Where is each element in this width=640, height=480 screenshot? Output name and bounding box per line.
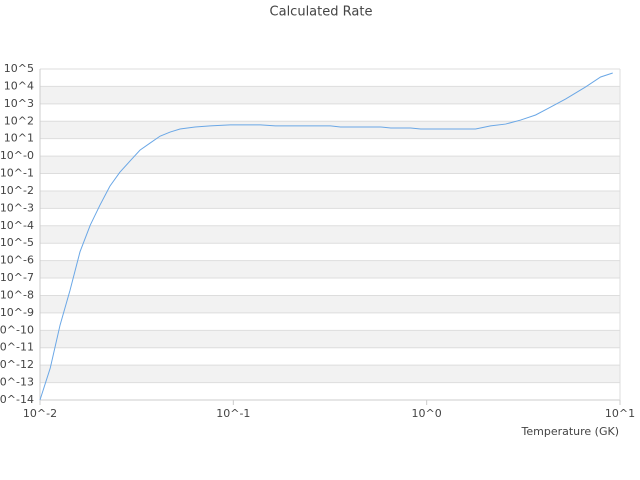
grid-band (40, 330, 620, 348)
x-axis-label: Temperature (GK) (521, 425, 620, 438)
grid-band (40, 295, 620, 313)
grid-band (40, 190, 620, 209)
y-tick-label: 10^-6 (0, 254, 34, 267)
data-line (39, 72, 613, 401)
grid-bands (40, 86, 620, 383)
y-tick-label: 10^-7 (0, 271, 34, 284)
x-tick-label: 10^-1 (216, 407, 250, 420)
y-tick-label: 10^-11 (0, 341, 34, 354)
y-tick-label: 10^2 (4, 114, 34, 127)
y-tick-label: 10^3 (4, 97, 34, 110)
y-tick-label: 10^-0 (0, 149, 34, 162)
grid-band (40, 86, 620, 104)
x-tick-label: 10^1 (605, 407, 635, 420)
y-tick-label: 10^-9 (0, 306, 34, 319)
y-tick-label: 10^-13 (0, 376, 34, 389)
y-tick-label: 10^-1 (0, 167, 34, 180)
y-tick-label: 10^5 (4, 62, 34, 75)
y-tick-label: 10^-10 (0, 323, 34, 336)
y-tick-label: 10^-2 (0, 184, 34, 197)
y-tick-label: 10^-4 (0, 219, 34, 232)
y-tick-label: 10^-8 (0, 288, 34, 301)
chart-title: Calculated Rate (270, 5, 373, 20)
y-tick-label: 10^-5 (0, 236, 34, 249)
grid-band (40, 156, 620, 174)
grid-band (40, 260, 620, 279)
x-tick-label: 10^-2 (23, 407, 57, 420)
grid-band (40, 365, 620, 383)
grid-band (40, 225, 620, 244)
x-tick-label: 10^0 (412, 407, 442, 420)
grid-band (40, 121, 620, 139)
y-tick-label: 10^-12 (0, 358, 34, 371)
y-tick-label: 10^-3 (0, 201, 34, 214)
y-tick-label: 10^1 (4, 132, 34, 145)
y-tick-label: 10^4 (4, 79, 34, 92)
y-tick-label: 10^-14 (0, 393, 34, 406)
